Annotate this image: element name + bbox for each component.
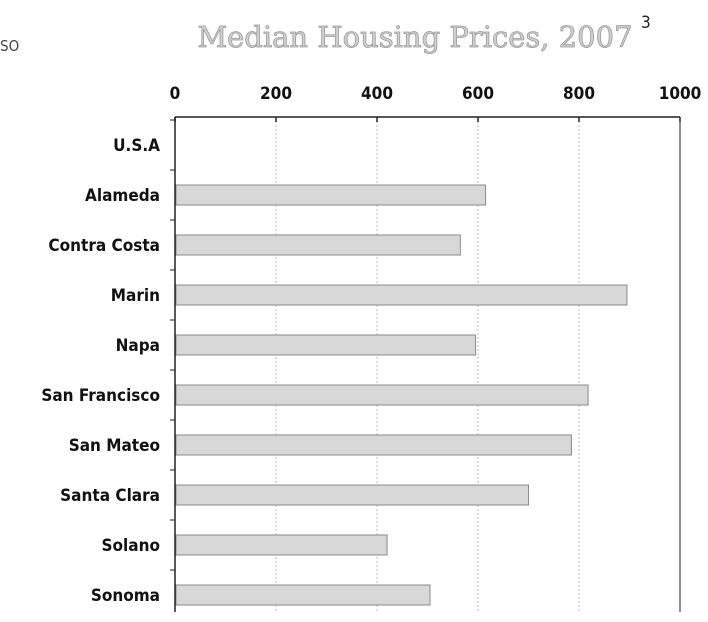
chart-title: Median Housing Prices, 2007 xyxy=(197,20,632,54)
category-label-1: Alameda xyxy=(85,186,160,206)
chart-title-superscript: 3 xyxy=(641,13,651,33)
category-label-7: Santa Clara xyxy=(60,486,160,506)
category-label-8: Solano xyxy=(102,536,160,556)
category-label-3: Marin xyxy=(111,286,160,306)
bar-6 xyxy=(175,434,572,456)
bars xyxy=(175,184,628,606)
bar-7 xyxy=(175,484,529,506)
x-tick-label-0: 0 xyxy=(170,84,181,104)
category-labels: U.S.A Alameda Contra Costa Marin Napa San Fra… xyxy=(41,136,160,606)
category-label-5: San Francisco xyxy=(41,386,160,406)
category-label-2: Contra Costa xyxy=(48,236,160,256)
bar-4 xyxy=(175,334,476,356)
x-tick-label-2: 400 xyxy=(361,84,393,104)
category-label-4: Napa xyxy=(116,336,160,356)
category-label-0: U.S.A xyxy=(113,136,160,156)
x-tick-label-4: 800 xyxy=(563,84,595,104)
bar-3 xyxy=(175,284,628,306)
category-label-6: San Mateo xyxy=(69,436,160,456)
bar-5 xyxy=(175,384,589,406)
x-tick-label-5: 1000 xyxy=(659,84,702,104)
gridlines xyxy=(275,117,580,612)
category-label-9: Sonoma xyxy=(91,586,160,606)
x-tick-label-3: 600 xyxy=(462,84,494,104)
x-tick-label-1: 200 xyxy=(260,84,292,104)
bar-2 xyxy=(175,234,461,256)
bar-9 xyxy=(175,584,431,606)
bar-1 xyxy=(175,184,487,206)
bar-8 xyxy=(175,534,388,556)
corner-fragment-text: SO xyxy=(0,37,19,55)
axes: 0 200 400 600 800 1000 xyxy=(170,84,702,612)
